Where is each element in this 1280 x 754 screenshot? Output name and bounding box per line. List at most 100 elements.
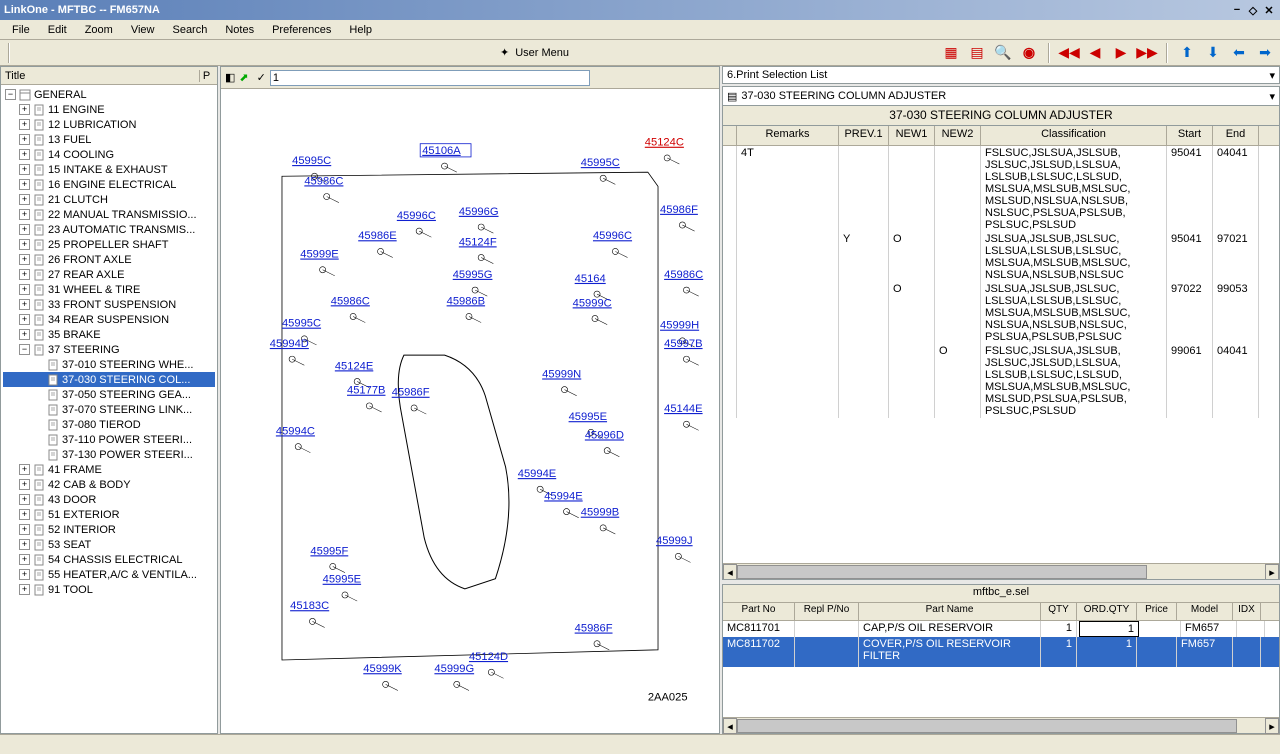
part-label[interactable]: 45986C <box>664 269 703 281</box>
part-label[interactable]: 45995G <box>453 269 493 281</box>
scroll-right-icon[interactable]: ▸ <box>1265 564 1279 580</box>
part-label[interactable]: 45177B <box>347 385 385 397</box>
part-label[interactable]: 45124C <box>645 137 684 149</box>
tree-node[interactable]: 37-110 POWER STEERI... <box>3 432 215 447</box>
part-label[interactable]: 45986B <box>447 295 485 307</box>
part-label[interactable]: 45994E <box>518 468 556 480</box>
table-row[interactable]: OJSLSUA,JSLSUB,JSLSUC, LSLSUA,LSLSUB,LSL… <box>723 282 1279 344</box>
scroll-thumb[interactable] <box>737 565 1147 579</box>
collapse-icon[interactable]: − <box>19 344 30 355</box>
toolbar-zoom-icon[interactable]: 🔍 <box>992 42 1014 64</box>
expand-icon[interactable]: + <box>19 119 30 130</box>
print-selection-bar[interactable]: 6.Print Selection List ▾ <box>722 66 1280 84</box>
column-header[interactable]: NEW1 <box>889 126 935 145</box>
menu-file[interactable]: File <box>4 22 38 38</box>
table-row[interactable]: YOJSLSUA,JSLSUB,JSLSUC, LSLSUA,LSLSUB,LS… <box>723 232 1279 282</box>
nav-prev-icon[interactable]: ◀ <box>1084 42 1106 64</box>
tree-node[interactable]: 37-070 STEERING LINK... <box>3 402 215 417</box>
part-label[interactable]: 45986F <box>392 387 430 399</box>
nav-fwd-icon[interactable]: ➡ <box>1254 42 1276 64</box>
expand-icon[interactable]: + <box>19 569 30 580</box>
part-dropdown[interactable]: ▤ 37-030 STEERING COLUMN ADJUSTER ▾ <box>722 86 1280 106</box>
expand-icon[interactable]: + <box>19 509 30 520</box>
menu-search[interactable]: Search <box>164 22 215 38</box>
table-row[interactable]: 4TFSLSUC,JSLSUA,JSLSUB, JSLSUC,JSLSUD,LS… <box>723 146 1279 232</box>
tree-node[interactable]: −37 STEERING <box>3 342 215 357</box>
expand-icon[interactable]: + <box>19 179 30 190</box>
tree-node[interactable]: +43 DOOR <box>3 492 215 507</box>
expand-icon[interactable]: + <box>19 239 30 250</box>
column-header[interactable]: Part No <box>723 603 795 620</box>
tree-node[interactable]: +53 SEAT <box>3 537 215 552</box>
tree-node[interactable]: +31 WHEEL & TIRE <box>3 282 215 297</box>
expand-icon[interactable]: + <box>19 554 30 565</box>
tree-header-p[interactable]: P <box>199 70 213 82</box>
menu-help[interactable]: Help <box>341 22 380 38</box>
part-label[interactable]: 45999G <box>434 663 474 675</box>
tree-node[interactable]: +15 INTAKE & EXHAUST <box>3 162 215 177</box>
menu-zoom[interactable]: Zoom <box>77 22 121 38</box>
column-header[interactable]: ORD.QTY <box>1077 603 1137 620</box>
expand-icon[interactable]: + <box>19 329 30 340</box>
part-label[interactable]: 45999J <box>656 535 693 547</box>
selection-scrollbar[interactable]: ◂ ▸ <box>723 717 1279 733</box>
part-label[interactable]: 45996C <box>593 230 632 242</box>
nav-first-icon[interactable]: ◀◀ <box>1058 42 1080 64</box>
part-label[interactable]: 45994D <box>270 338 309 350</box>
close-icon[interactable]: ✕ <box>1262 3 1276 17</box>
user-menu-button[interactable]: ✦ User Menu <box>494 42 575 64</box>
tree-node[interactable]: 37-050 STEERING GEA... <box>3 387 215 402</box>
column-header[interactable]: Repl P/No <box>795 603 859 620</box>
tree-node[interactable]: +55 HEATER,A/C & VENTILA... <box>3 567 215 582</box>
menu-edit[interactable]: Edit <box>40 22 75 38</box>
tree-node[interactable]: +35 BRAKE <box>3 327 215 342</box>
tree-header-title[interactable]: Title <box>5 70 199 82</box>
diagram-search-input[interactable] <box>270 70 590 86</box>
tree-node[interactable]: +14 COOLING <box>3 147 215 162</box>
part-label[interactable]: 45124D <box>469 651 508 663</box>
tree-node[interactable]: +22 MANUAL TRANSMISSIO... <box>3 207 215 222</box>
expand-icon[interactable]: + <box>19 254 30 265</box>
column-header[interactable] <box>723 126 737 145</box>
expand-icon[interactable]: + <box>19 269 30 280</box>
part-label[interactable]: 45994C <box>276 425 315 437</box>
expand-icon[interactable]: + <box>19 194 30 205</box>
chevron-down-icon[interactable]: ▾ <box>1269 69 1275 82</box>
selection-row[interactable]: MC811702COVER,P/S OIL RESERVOIR FILTER11… <box>723 637 1279 667</box>
horizontal-scrollbar[interactable]: ◂ ▸ <box>723 563 1279 579</box>
part-label[interactable]: 45995F <box>310 545 348 557</box>
tree-node[interactable]: +54 CHASSIS ELECTRICAL <box>3 552 215 567</box>
expand-icon[interactable]: + <box>19 299 30 310</box>
part-label[interactable]: 45994E <box>544 490 582 502</box>
part-label[interactable]: 45986E <box>358 230 396 242</box>
column-header[interactable]: Start <box>1167 126 1213 145</box>
part-label[interactable]: 45986F <box>575 623 613 635</box>
part-label[interactable]: 45144E <box>664 403 702 415</box>
part-label[interactable]: 45999B <box>581 507 619 519</box>
scroll-thumb[interactable] <box>737 719 1237 733</box>
tree-node[interactable]: +21 CLUTCH <box>3 192 215 207</box>
diagram-area[interactable]: 45995C45106A45124C45986C45995C45996C4599… <box>221 89 719 733</box>
part-label[interactable]: 45999K <box>363 663 402 675</box>
minimize-icon[interactable]: − <box>1230 3 1244 17</box>
tree-node[interactable]: +34 REAR SUSPENSION <box>3 312 215 327</box>
part-label[interactable]: 45996G <box>459 206 499 218</box>
tree-node[interactable]: 37-030 STEERING COL... <box>3 372 215 387</box>
expand-icon[interactable]: + <box>19 149 30 160</box>
expand-icon[interactable]: + <box>19 314 30 325</box>
column-header[interactable]: Model <box>1177 603 1233 620</box>
chevron-down-icon[interactable]: ▾ <box>1269 90 1275 103</box>
part-label[interactable]: 45986C <box>331 295 370 307</box>
part-label[interactable]: 45106A <box>422 145 461 157</box>
tree-node[interactable]: +26 FRONT AXLE <box>3 252 215 267</box>
part-label[interactable]: 45996D <box>585 429 624 441</box>
tree-node[interactable]: −GENERAL <box>3 87 215 102</box>
tree-node[interactable]: +51 EXTERIOR <box>3 507 215 522</box>
tree-node[interactable]: 37-080 TIEROD <box>3 417 215 432</box>
nav-up-icon[interactable]: ⬆ <box>1176 42 1198 64</box>
part-label[interactable]: 45124E <box>335 360 373 372</box>
scroll-right-icon[interactable]: ▸ <box>1265 718 1279 734</box>
tree-node[interactable]: +33 FRONT SUSPENSION <box>3 297 215 312</box>
tree-node[interactable]: +23 AUTOMATIC TRANSMIS... <box>3 222 215 237</box>
part-label[interactable]: 45999N <box>542 368 581 380</box>
